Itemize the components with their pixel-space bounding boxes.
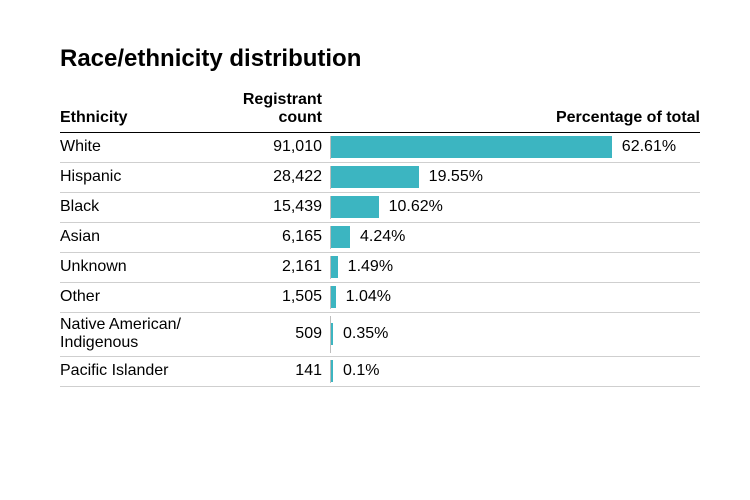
cell-chart: 10.62% xyxy=(330,196,700,219)
chart-title: Race/ethnicity distribution xyxy=(60,45,700,73)
cell-count: 15,439 xyxy=(225,198,330,216)
cell-chart: 0.35% xyxy=(330,316,700,353)
header-count: Registrant count xyxy=(225,91,330,128)
bar xyxy=(331,323,333,345)
cell-count: 1,505 xyxy=(225,288,330,306)
cell-count: 141 xyxy=(225,362,330,380)
cell-ethnicity: Native American/ Indigenous xyxy=(60,316,225,353)
percentage-label: 4.24% xyxy=(360,228,405,246)
percentage-label: 1.04% xyxy=(346,288,391,306)
table-header-row: Ethnicity Registrant count Percentage of… xyxy=(60,91,700,133)
header-percentage: Percentage of total xyxy=(330,109,700,127)
cell-count: 28,422 xyxy=(225,168,330,186)
percentage-label: 19.55% xyxy=(429,168,483,186)
cell-count: 2,161 xyxy=(225,258,330,276)
bar xyxy=(331,226,350,248)
table-row: Other1,505 1.04% xyxy=(60,283,700,313)
cell-chart: 19.55% xyxy=(330,166,700,189)
percentage-label: 0.35% xyxy=(343,325,388,343)
table-row: Hispanic28,422 19.55% xyxy=(60,163,700,193)
cell-ethnicity: Asian xyxy=(60,228,225,246)
bar xyxy=(331,256,338,278)
cell-chart: 62.61% xyxy=(330,136,700,159)
percentage-label: 62.61% xyxy=(622,138,676,156)
cell-count: 6,165 xyxy=(225,228,330,246)
cell-count: 91,010 xyxy=(225,138,330,156)
cell-chart: 4.24% xyxy=(330,226,700,249)
percentage-label: 10.62% xyxy=(389,198,443,216)
table-row: White91,010 62.61% xyxy=(60,133,700,163)
table-row: Pacific Islander141 0.1% xyxy=(60,357,700,387)
cell-ethnicity: Pacific Islander xyxy=(60,362,225,380)
cell-chart: 0.1% xyxy=(330,360,700,383)
cell-chart: 1.04% xyxy=(330,286,700,309)
cell-chart: 1.49% xyxy=(330,256,700,279)
table-row: Asian6,165 4.24% xyxy=(60,223,700,253)
percentage-label: 1.49% xyxy=(348,258,393,276)
cell-ethnicity: White xyxy=(60,138,225,156)
bar xyxy=(331,360,333,382)
cell-ethnicity: Black xyxy=(60,198,225,216)
table-row: Unknown2,161 1.49% xyxy=(60,253,700,283)
cell-ethnicity: Other xyxy=(60,288,225,306)
bar xyxy=(331,136,612,158)
table-row: Black15,439 10.62% xyxy=(60,193,700,223)
percentage-label: 0.1% xyxy=(343,362,379,380)
header-ethnicity: Ethnicity xyxy=(60,109,225,127)
cell-ethnicity: Hispanic xyxy=(60,168,225,186)
table-row: Native American/ Indigenous509 0.35% xyxy=(60,313,700,357)
bar xyxy=(331,196,379,218)
bar xyxy=(331,166,419,188)
bar xyxy=(331,286,336,308)
cell-ethnicity: Unknown xyxy=(60,258,225,276)
distribution-table: Ethnicity Registrant count Percentage of… xyxy=(60,91,700,387)
cell-count: 509 xyxy=(225,325,330,343)
